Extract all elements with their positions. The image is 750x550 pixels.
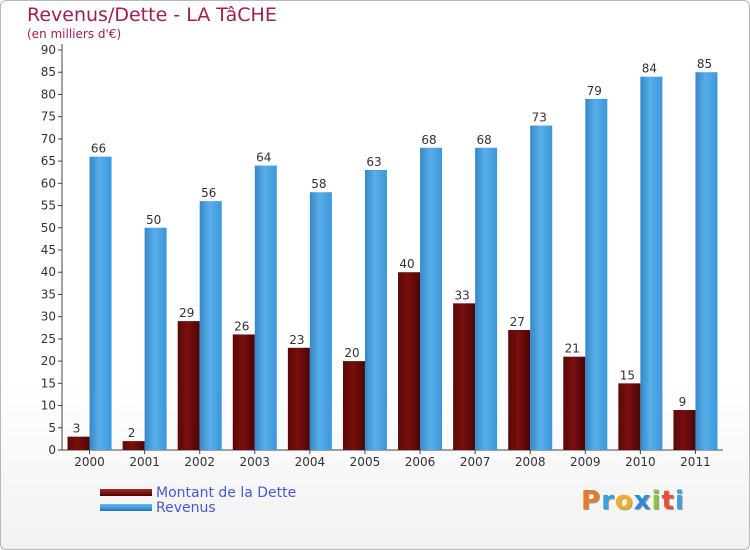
y-tick-label: 45 bbox=[41, 243, 56, 257]
y-tick-label: 55 bbox=[41, 199, 56, 213]
data-label-debt: 9 bbox=[679, 395, 687, 409]
x-tick-label: 2009 bbox=[570, 455, 601, 469]
data-label-debt: 21 bbox=[565, 342, 580, 356]
data-label-debt: 20 bbox=[344, 346, 359, 360]
data-label-revenue: 79 bbox=[587, 84, 602, 98]
logo-letter: i bbox=[674, 486, 685, 516]
bar-debt bbox=[563, 356, 586, 450]
legend-swatch-debt bbox=[100, 489, 152, 496]
y-tick-label: 70 bbox=[41, 132, 56, 146]
x-tick-label: 2007 bbox=[460, 455, 491, 469]
chart-subtitle: (en milliers d'€) bbox=[27, 27, 122, 41]
x-tick-label: 2003 bbox=[240, 455, 271, 469]
bar-revenue bbox=[144, 227, 167, 450]
bar-chart: 0 5 10 15 20 25 30 35 40 45 50 55 60 65 70 75 80 85 90 2000… bbox=[41, 43, 723, 469]
y-tick-label: 10 bbox=[41, 399, 56, 413]
chart-title: Revenus/Dette - LA TâCHE bbox=[27, 4, 277, 26]
bar-debt bbox=[673, 410, 696, 450]
data-label-debt: 26 bbox=[234, 319, 249, 333]
y-tick-label: 20 bbox=[41, 354, 56, 368]
bar-revenue bbox=[695, 72, 718, 450]
y-tick-label: 40 bbox=[41, 265, 56, 279]
bar-revenue bbox=[254, 165, 277, 451]
data-label-revenue: 58 bbox=[311, 177, 326, 191]
data-label-revenue: 85 bbox=[697, 57, 712, 71]
proxiti-logo: Proxiti bbox=[581, 486, 685, 516]
bar-revenue bbox=[640, 76, 663, 451]
bar-debt bbox=[398, 272, 421, 450]
x-tick-label: 2011 bbox=[680, 455, 711, 469]
x-tick-label: 2010 bbox=[625, 455, 656, 469]
data-label-revenue: 73 bbox=[532, 111, 547, 125]
y-tick-label: 80 bbox=[41, 87, 56, 101]
data-label-debt: 2 bbox=[128, 426, 136, 440]
y-tick-label: 75 bbox=[41, 110, 56, 124]
legend-label-debt: Montant de la Dette bbox=[156, 485, 297, 501]
bar-revenue bbox=[475, 147, 498, 450]
bar-debt bbox=[618, 383, 641, 450]
x-tick-label: 2001 bbox=[129, 455, 160, 469]
x-tick-label: 2008 bbox=[515, 455, 546, 469]
bar-debt bbox=[453, 303, 476, 450]
data-label-debt: 40 bbox=[399, 257, 414, 271]
data-label-revenue: 84 bbox=[642, 62, 657, 76]
bar-debt bbox=[67, 436, 90, 450]
logo-letter: r bbox=[601, 486, 615, 516]
bar-revenue bbox=[530, 125, 553, 451]
logo-letter: x bbox=[633, 486, 652, 516]
bar-revenue bbox=[199, 201, 222, 450]
logo-letter: t bbox=[661, 486, 675, 516]
y-tick-label: 65 bbox=[41, 154, 56, 168]
y-tick-label: 85 bbox=[41, 65, 56, 79]
x-tick-label: 2005 bbox=[350, 455, 381, 469]
data-label-revenue: 66 bbox=[91, 142, 106, 156]
data-label-revenue: 56 bbox=[201, 186, 216, 200]
bar-revenue bbox=[585, 98, 608, 450]
bar-debt bbox=[342, 361, 365, 450]
data-label-debt: 33 bbox=[454, 288, 469, 302]
logo-letter: P bbox=[581, 486, 602, 516]
logo-letter: o bbox=[614, 486, 634, 516]
legend-swatch-revenue bbox=[100, 504, 152, 511]
data-label-debt: 23 bbox=[289, 333, 304, 347]
logo-letter: i bbox=[651, 486, 662, 516]
y-tick-label: 5 bbox=[48, 421, 56, 435]
x-tick-label: 2006 bbox=[405, 455, 436, 469]
data-label-revenue: 64 bbox=[256, 151, 271, 165]
bar-revenue bbox=[309, 192, 332, 450]
data-label-debt: 15 bbox=[620, 368, 635, 382]
bar-debt bbox=[232, 334, 255, 450]
data-label-revenue: 68 bbox=[421, 133, 436, 147]
y-tick-label: 35 bbox=[41, 287, 56, 301]
x-tick-label: 2000 bbox=[74, 455, 105, 469]
bar-debt bbox=[287, 347, 310, 450]
bar-revenue bbox=[364, 170, 387, 450]
legend-label-revenue: Revenus bbox=[156, 500, 216, 516]
y-tick-label: 15 bbox=[41, 376, 56, 390]
data-label-debt: 29 bbox=[179, 306, 194, 320]
bar-debt bbox=[122, 441, 145, 450]
data-label-revenue: 63 bbox=[366, 155, 381, 169]
y-tick-label: 25 bbox=[41, 332, 56, 346]
bar-debt bbox=[177, 321, 200, 450]
bar-revenue bbox=[89, 156, 112, 450]
y-tick-label: 60 bbox=[41, 176, 56, 190]
x-tick-label: 2004 bbox=[295, 455, 326, 469]
y-tick-label: 50 bbox=[41, 221, 56, 235]
data-label-revenue: 50 bbox=[146, 213, 161, 227]
y-tick-label: 30 bbox=[41, 310, 56, 324]
y-tick-label: 90 bbox=[41, 43, 56, 57]
y-tick-label: 0 bbox=[48, 443, 56, 457]
data-label-debt: 3 bbox=[73, 422, 81, 436]
bar-debt bbox=[508, 330, 531, 450]
x-tick-label: 2002 bbox=[184, 455, 215, 469]
bar-revenue bbox=[420, 147, 443, 450]
data-label-debt: 27 bbox=[510, 315, 525, 329]
data-label-revenue: 68 bbox=[476, 133, 491, 147]
